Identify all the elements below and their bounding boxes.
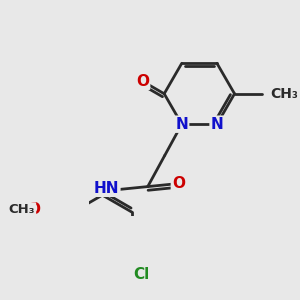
Text: Cl: Cl	[133, 267, 149, 282]
Text: HN: HN	[94, 181, 119, 196]
Text: N: N	[211, 117, 223, 132]
Text: N: N	[176, 117, 188, 132]
Text: O: O	[136, 74, 149, 89]
Text: CH₃: CH₃	[270, 87, 298, 101]
Text: O: O	[172, 176, 185, 191]
Text: O: O	[28, 202, 40, 217]
Text: CH₃: CH₃	[9, 203, 35, 216]
